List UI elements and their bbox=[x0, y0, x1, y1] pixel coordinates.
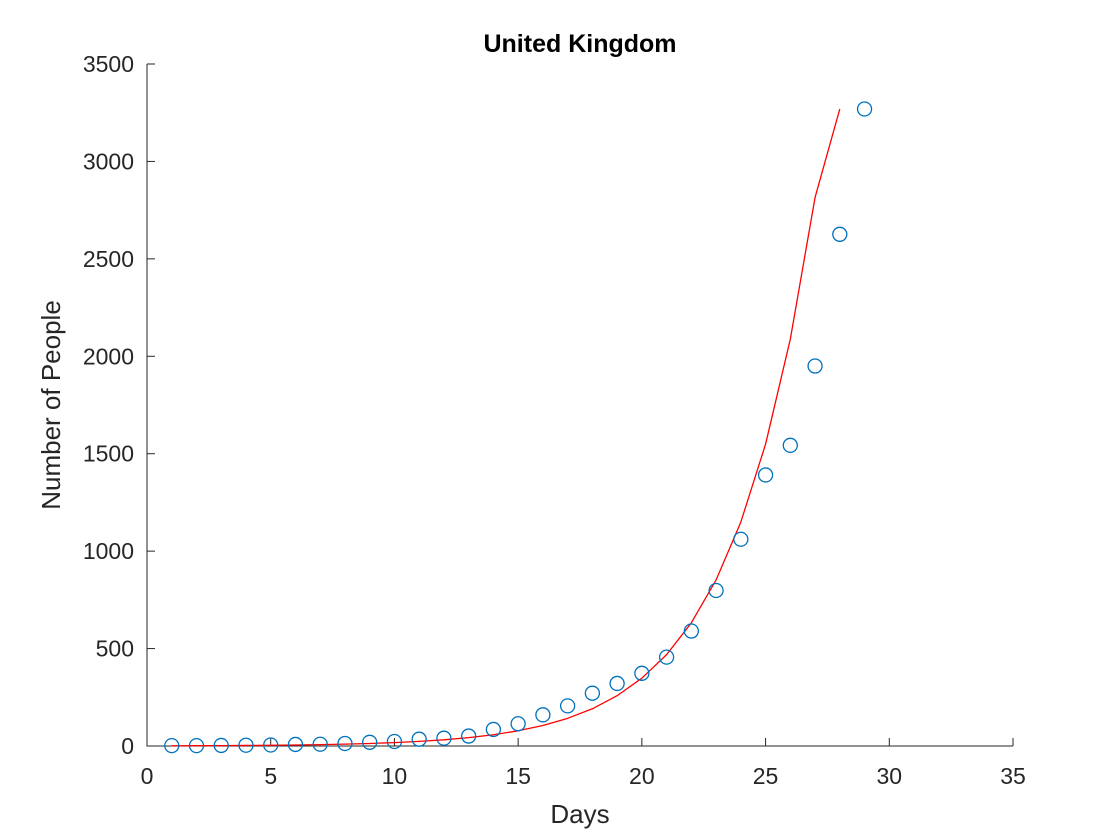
data-point bbox=[535, 707, 551, 723]
data-point bbox=[658, 649, 675, 665]
y-tick-label: 1500 bbox=[83, 441, 134, 467]
x-tick-label: 25 bbox=[753, 763, 779, 789]
x-tick-label: 15 bbox=[505, 763, 531, 789]
axis-ticks: 0 5 10 15 20 25 30 35 0 500 1000 1500 2000 2500 3000 35… bbox=[83, 51, 1026, 789]
data-point bbox=[683, 623, 699, 639]
y-tick-label: 2000 bbox=[83, 343, 134, 369]
data-point bbox=[510, 716, 526, 732]
x-tick-label: 35 bbox=[1000, 763, 1026, 789]
data-point bbox=[188, 737, 205, 754]
data-point bbox=[411, 731, 427, 747]
data-point bbox=[386, 733, 403, 750]
data-point bbox=[287, 736, 304, 753]
data-point bbox=[263, 737, 279, 753]
data-point bbox=[164, 737, 180, 754]
data-point bbox=[782, 437, 798, 453]
data-point bbox=[461, 728, 477, 744]
data-point bbox=[485, 721, 502, 738]
y-tick-label: 3500 bbox=[83, 51, 134, 77]
data-point bbox=[609, 675, 625, 692]
data-point bbox=[832, 226, 848, 242]
y-tick-label: 3000 bbox=[83, 148, 134, 174]
fit-curve bbox=[171, 108, 841, 747]
fit-curve-layer bbox=[171, 108, 841, 747]
x-axis-label: Days bbox=[550, 799, 609, 829]
x-tick-label: 20 bbox=[629, 763, 655, 789]
data-point bbox=[856, 101, 873, 117]
data-point bbox=[436, 730, 452, 746]
data-point bbox=[362, 734, 378, 750]
y-tick-label: 2500 bbox=[83, 246, 134, 272]
chart-title: United Kingdom bbox=[483, 30, 676, 58]
x-tick-label: 0 bbox=[141, 763, 154, 789]
y-tick-label: 0 bbox=[121, 733, 134, 759]
data-point bbox=[312, 736, 328, 752]
data-point bbox=[634, 665, 650, 681]
data-point bbox=[559, 698, 576, 714]
data-point bbox=[757, 467, 774, 483]
data-markers-layer bbox=[164, 101, 873, 754]
x-tick-label: 10 bbox=[382, 763, 408, 789]
x-tick-label: 5 bbox=[264, 763, 277, 789]
y-tick-label: 500 bbox=[96, 636, 134, 662]
axis-lines bbox=[146, 64, 1013, 747]
data-point bbox=[708, 582, 724, 599]
data-point bbox=[733, 531, 749, 547]
data-point bbox=[584, 685, 601, 701]
data-point bbox=[213, 737, 229, 754]
y-axis-label: Number of People bbox=[36, 300, 66, 510]
data-point bbox=[337, 735, 353, 752]
y-tick-label: 1000 bbox=[83, 538, 134, 564]
x-tick-label: 30 bbox=[876, 763, 902, 789]
data-point bbox=[238, 737, 254, 753]
data-point bbox=[807, 358, 823, 374]
